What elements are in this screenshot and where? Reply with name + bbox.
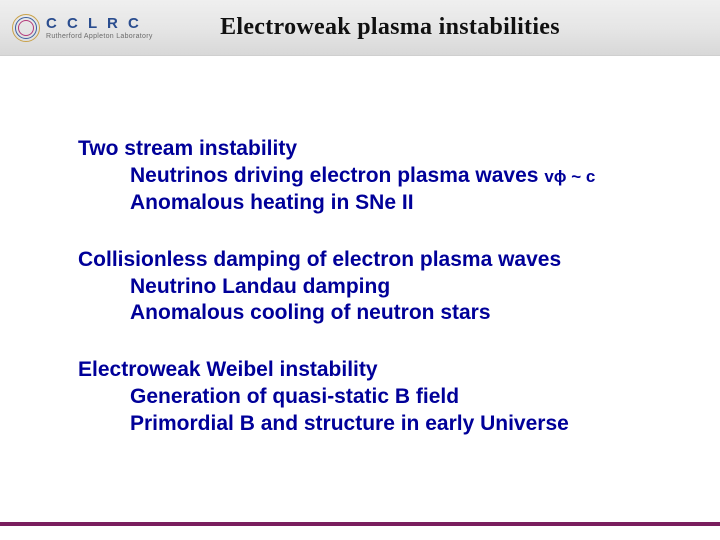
section-sub: Anomalous heating in SNe II — [78, 190, 680, 217]
sub-text: Neutrino Landau damping — [130, 275, 390, 298]
footer-divider — [0, 522, 720, 526]
sub-text: Generation of quasi-static B field — [130, 385, 459, 408]
slide-content: Two stream instability Neutrinos driving… — [0, 56, 720, 438]
section-sub: Neutrinos driving electron plasma waves … — [78, 163, 680, 190]
sub-text: Primordial B and structure in early Univ… — [130, 412, 569, 435]
section-heading: Electroweak Weibel instability — [78, 357, 680, 384]
sub-annotation: vϕ ~ c — [544, 167, 595, 186]
logo-block: C C L R C Rutherford Appleton Laboratory — [0, 14, 153, 42]
sub-text: Neutrinos driving electron plasma waves — [130, 164, 544, 187]
header-bar: C C L R C Rutherford Appleton Laboratory… — [0, 0, 720, 56]
section-collisionless: Collisionless damping of electron plasma… — [78, 247, 680, 328]
section-sub: Generation of quasi-static B field — [78, 384, 680, 411]
sub-text: Anomalous heating in SNe II — [130, 191, 414, 214]
section-heading: Two stream instability — [78, 136, 680, 163]
section-heading: Collisionless damping of electron plasma… — [78, 247, 680, 274]
logo-subtitle: Rutherford Appleton Laboratory — [46, 33, 153, 40]
section-sub: Anomalous cooling of neutron stars — [78, 300, 680, 327]
section-two-stream: Two stream instability Neutrinos driving… — [78, 136, 680, 217]
section-sub: Neutrino Landau damping — [78, 274, 680, 301]
logo-text: C C L R C Rutherford Appleton Laboratory — [46, 16, 153, 40]
sub-text: Anomalous cooling of neutron stars — [130, 301, 491, 324]
logo-icon — [12, 14, 40, 42]
logo-acronym: C C L R C — [46, 16, 153, 31]
section-sub: Primordial B and structure in early Univ… — [78, 411, 680, 438]
section-weibel: Electroweak Weibel instability Generatio… — [78, 357, 680, 438]
